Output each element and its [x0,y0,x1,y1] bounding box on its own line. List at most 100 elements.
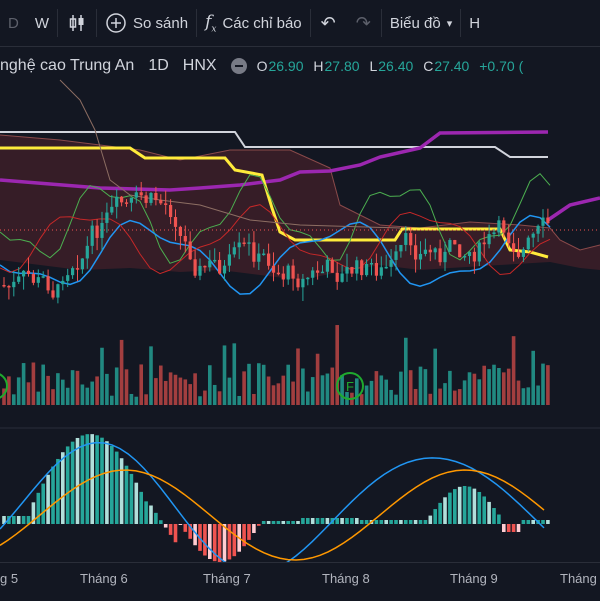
macd-histogram-bar [129,473,134,524]
volume-bar [26,382,31,405]
macd-histogram-bar [482,496,486,524]
macd-histogram-bar [247,524,251,540]
volume-bar [511,336,516,405]
macd-histogram-bar [516,524,521,532]
candle-body [120,196,124,203]
price-chart[interactable]: F [0,46,600,562]
candle-body [526,237,530,250]
candle-body [164,203,168,205]
indicators-button[interactable]: fx Các chỉ báo [197,0,310,46]
macd-line [0,441,545,562]
undo-icon[interactable]: ↶ [320,12,336,33]
macd-histogram-bar [178,524,183,525]
candle-body [7,285,11,288]
candle-body [31,274,35,283]
macd-histogram-bar [257,524,261,526]
volume-bar [114,367,119,405]
candle-body [51,290,55,298]
candles-icon[interactable] [58,0,96,46]
interval-d-button[interactable]: D [8,14,19,32]
volume-bar [433,348,437,405]
candle-body [85,245,89,259]
macd-histogram-bar [374,520,379,524]
candle-body [46,276,50,291]
candle-body [458,244,462,258]
candle-body [546,217,550,224]
candle-body [453,240,457,245]
time-axis[interactable]: g 5 Tháng 6 Tháng 7 Tháng 8 Tháng 9 Thán… [0,562,600,601]
plus-circle-icon [106,13,126,33]
cut-off-menu-button[interactable]: H [469,14,481,32]
macd-histogram-bar [56,458,60,524]
candle-body [134,192,138,198]
macd-histogram-bar [193,524,197,546]
candle-body [56,284,60,298]
candle-body [423,249,427,254]
volume-bar [546,365,550,405]
volume-bar [521,388,526,405]
volume-bar [149,346,153,405]
chart-type-button[interactable]: Biểu đồ ▾ [382,0,460,46]
candle-body [105,212,109,223]
macd-histogram-bar [340,518,344,524]
macd-histogram-bar [443,497,447,524]
bollinger-line [0,214,551,295]
candle-body [330,259,334,273]
volume-bar [51,389,55,405]
candle-body [399,244,403,252]
candle-body [12,281,16,288]
candle-body [384,266,388,269]
volume-bar [355,378,359,405]
volume-bar [80,384,85,405]
candle-body [497,220,501,233]
red-line [0,204,551,275]
macd-histogram-bar [296,521,300,524]
volume-bar [310,377,315,405]
volume-bar [467,372,472,405]
symbol-name[interactable]: nghệ cao Trung An [0,57,135,74]
macd-histogram-bar [36,492,41,524]
macd-histogram-bar [232,524,237,557]
macd-histogram-bar [497,514,501,524]
split-marker[interactable]: F [336,372,364,400]
candle-body [178,226,182,236]
macd-histogram-bar [315,518,320,524]
volume-bar [438,388,442,405]
interval-w-button[interactable]: W [34,14,50,32]
volume-bar [2,388,6,405]
candle-body [222,265,227,274]
macd-histogram-bar [271,521,276,524]
volume-bar [404,337,408,405]
volume-bar [85,387,90,405]
volume-bar [12,394,16,405]
candle-body [139,192,143,196]
candle-body [443,251,447,263]
volume-bar [168,372,173,405]
candle-body [335,272,339,282]
candle-body [316,270,320,273]
compare-button[interactable]: So sánh [97,0,196,46]
volume-bar [536,385,540,405]
macd-histogram-bar [310,518,315,524]
volume-bar [502,372,506,405]
toolbar-divider [460,9,462,37]
volume-bar [139,364,143,405]
candle-body [183,235,187,242]
volume-bar [266,376,271,405]
collapse-legend-icon[interactable] [230,58,247,74]
toolbar-divider [196,9,198,37]
macd-histogram-bar [203,524,207,556]
macd-histogram-bar [139,491,143,524]
macd-histogram-bar [286,521,290,524]
macd-histogram-bar [306,518,310,524]
volume-bar [516,380,521,405]
candle-body [252,242,256,262]
volume-bar [100,347,104,405]
redo-icon[interactable]: ↷ [355,12,371,33]
time-axis-label: Tháng [560,571,597,586]
event-marker-left[interactable] [0,373,8,399]
candle-body [193,259,197,276]
volume-bar [217,391,222,405]
macd-histogram-bar [168,524,173,535]
macd-histogram-bar [492,508,496,524]
